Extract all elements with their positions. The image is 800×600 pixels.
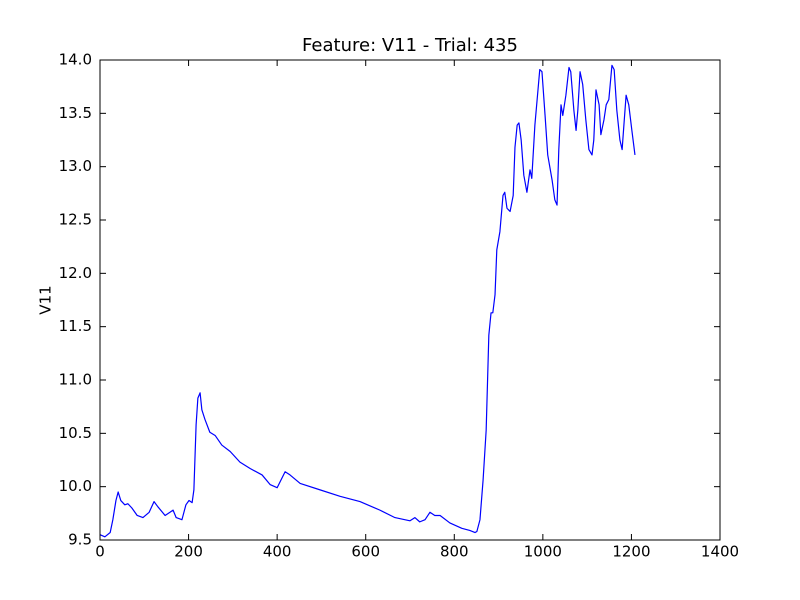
y-tick-label: 12.0 xyxy=(59,264,92,282)
x-tick-label: 200 xyxy=(174,543,203,561)
x-tick-label: 1000 xyxy=(524,543,562,561)
y-tick-label: 10.5 xyxy=(59,424,92,442)
y-tick-label: 12.5 xyxy=(59,211,92,229)
x-tick-label: 400 xyxy=(263,543,292,561)
y-tick-label: 13.0 xyxy=(59,157,92,175)
y-tick-label: 13.5 xyxy=(59,104,92,122)
y-tick-label: 11.0 xyxy=(59,371,92,389)
x-tick-label: 0 xyxy=(95,543,105,561)
data-line xyxy=(99,64,636,538)
x-tick-label: 800 xyxy=(440,543,469,561)
y-tick-label: 11.5 xyxy=(59,317,92,335)
x-tick-label: 1400 xyxy=(701,543,739,561)
y-tick-label: 14.0 xyxy=(59,51,92,69)
chart-title: Feature: V11 - Trial: 435 xyxy=(302,35,518,56)
x-tick-label: 600 xyxy=(351,543,380,561)
y-tick-label: 9.5 xyxy=(68,531,92,549)
x-tick-label: 1200 xyxy=(612,543,650,561)
y-tick-label: 10.0 xyxy=(59,477,92,495)
y-axis-label: V11 xyxy=(37,285,55,314)
plot-frame xyxy=(99,59,721,541)
